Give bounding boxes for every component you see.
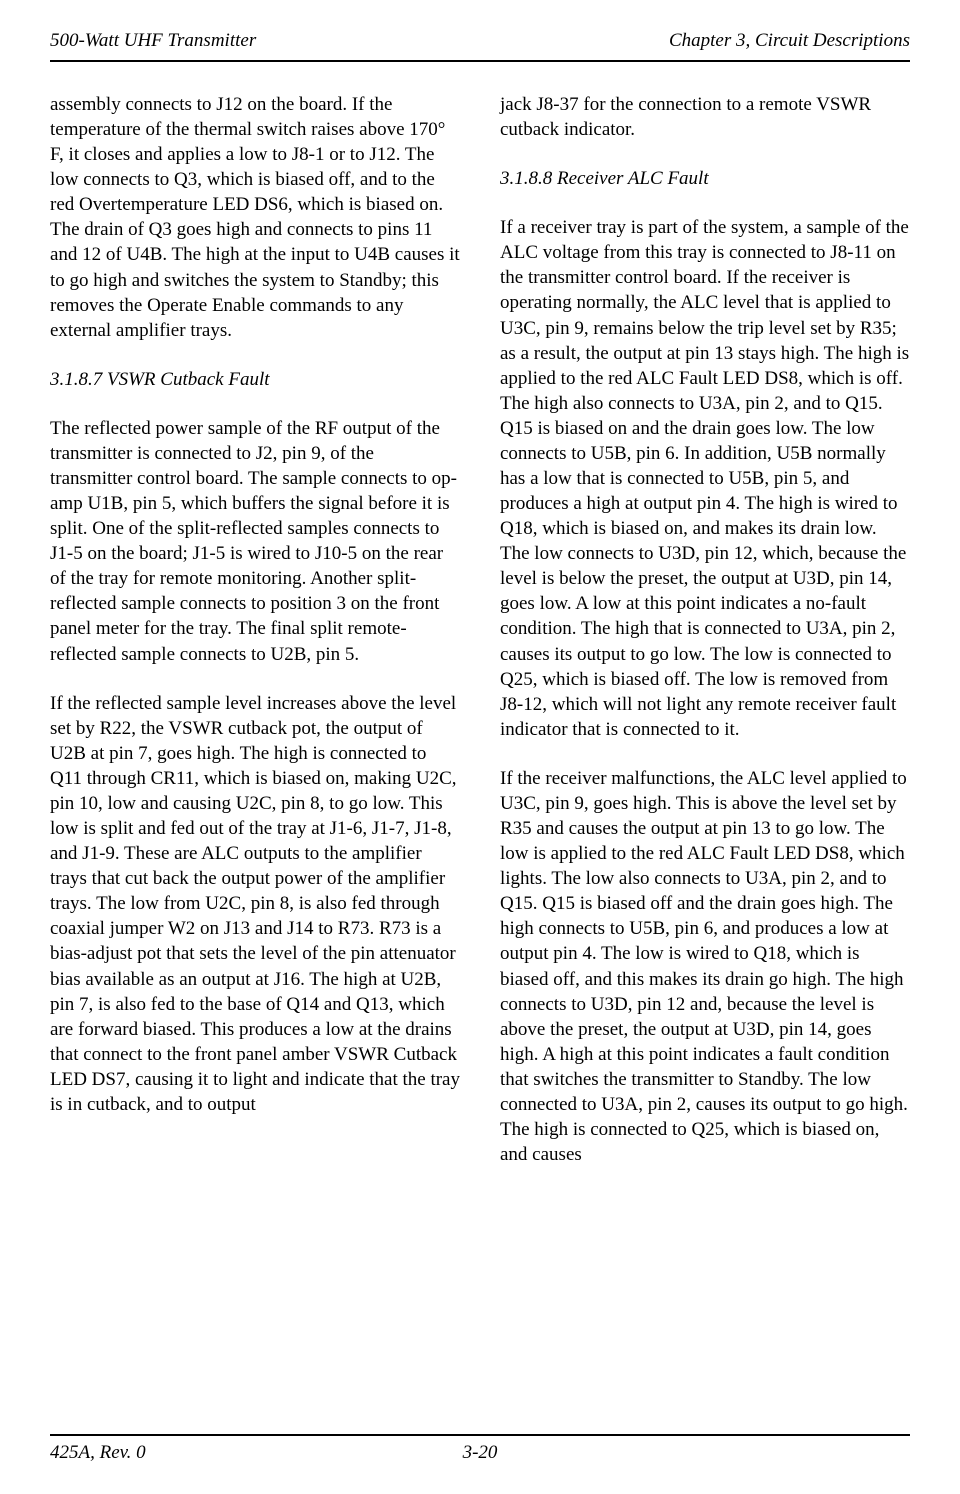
body-text: The reflected power sample of the RF out… xyxy=(50,416,460,667)
section-heading: 3.1.8.7 VSWR Cutback Fault xyxy=(50,367,460,392)
content-area: assembly connects to J12 on the board. I… xyxy=(50,92,910,1167)
header-left: 500-Watt UHF Transmitter xyxy=(50,30,256,52)
right-column: jack J8-37 for the connection to a remot… xyxy=(500,92,910,1167)
body-text: If a receiver tray is part of the system… xyxy=(500,215,910,742)
page-footer: 425A, Rev. 0 3-20 xyxy=(50,1434,910,1464)
body-text: If the receiver malfunctions, the ALC le… xyxy=(500,766,910,1167)
paragraph-gap xyxy=(50,667,460,691)
footer-page-number: 3-20 xyxy=(463,1442,498,1464)
body-text: assembly connects to J12 on the board. I… xyxy=(50,92,460,343)
header-right: Chapter 3, Circuit Descriptions xyxy=(669,30,910,52)
footer-left: 425A, Rev. 0 xyxy=(50,1442,146,1464)
left-column: assembly connects to J12 on the board. I… xyxy=(50,92,460,1167)
paragraph-gap xyxy=(500,742,910,766)
section-heading: 3.1.8.8 Receiver ALC Fault xyxy=(500,166,910,191)
page-header: 500-Watt UHF Transmitter Chapter 3, Circ… xyxy=(50,30,910,62)
body-text: If the reflected sample level increases … xyxy=(50,691,460,1117)
body-text: jack J8-37 for the connection to a remot… xyxy=(500,92,910,142)
